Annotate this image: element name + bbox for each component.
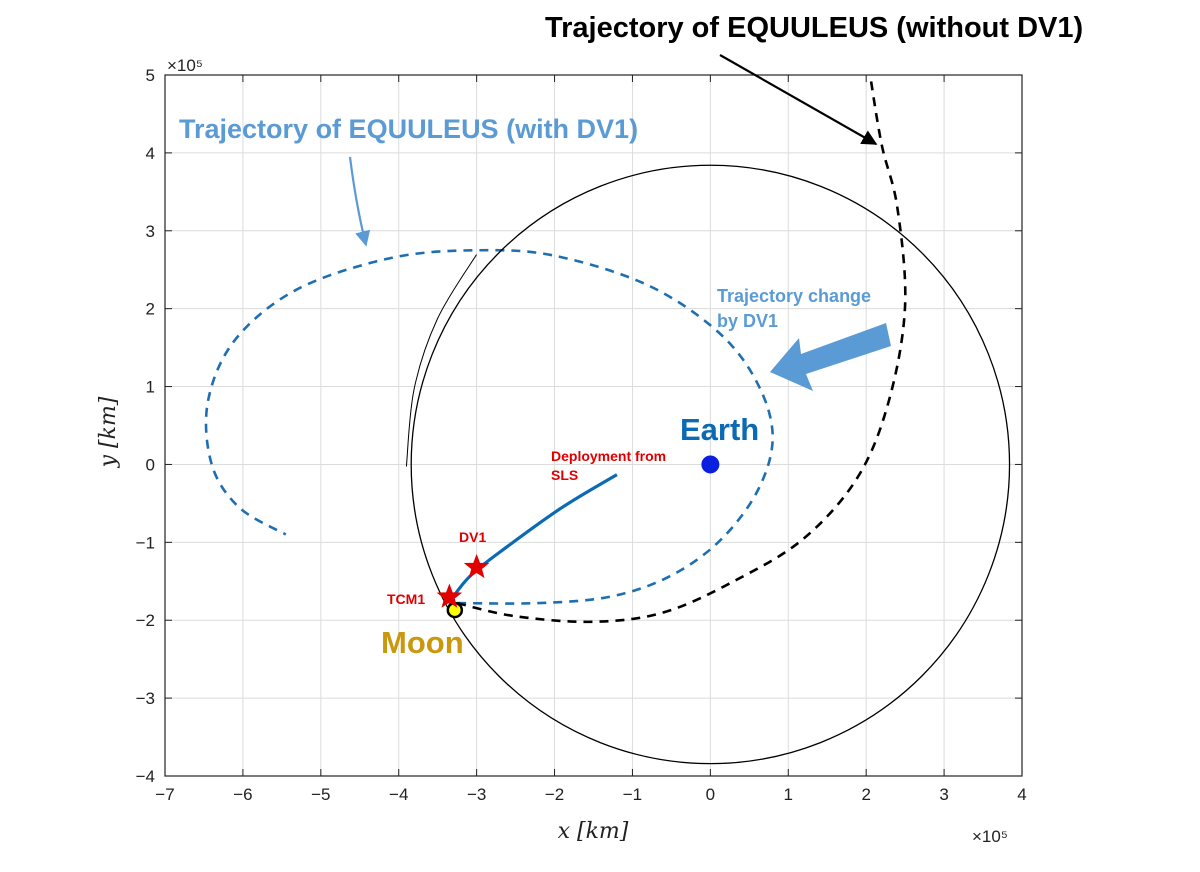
- x-tick-label: 1: [784, 785, 793, 804]
- annotation-change-line1: Trajectory change: [717, 286, 871, 306]
- y-axis-label: y [km]: [96, 396, 121, 468]
- lunar-flyby-arc: [405, 254, 477, 467]
- x-tick-label: −7: [155, 785, 174, 804]
- y-exponent-label: ×10⁵: [167, 56, 203, 75]
- x-tick-label: 2: [861, 785, 870, 804]
- x-tick-label: 0: [706, 785, 715, 804]
- axis-ticks: −7 −6 −5 −4 −3 −2 −1 0 1 2 3 4 −4 −3 −2 −1 0 1 2 3 4 5: [136, 66, 1027, 804]
- x-exponent-label: ×10⁵: [972, 827, 1008, 846]
- series-layer: [204, 75, 1011, 765]
- moon-orbit-circle: [410, 164, 1011, 765]
- x-tick-label: −5: [311, 785, 330, 804]
- annotation-without-dv1: Trajectory of EQUULEUS (without DV1): [545, 12, 1083, 44]
- y-tick-label: −2: [136, 611, 155, 630]
- x-tick-label: 4: [1017, 785, 1026, 804]
- point-markers: [436, 455, 720, 619]
- x-tick-label: −4: [389, 785, 408, 804]
- y-tick-label: 0: [146, 455, 155, 474]
- arrow-with-dv1: [348, 156, 371, 247]
- label-earth: Earth: [680, 412, 759, 447]
- label-tcm1: TCM1: [387, 591, 425, 607]
- arrow-without-dv1: [719, 54, 878, 145]
- annotation-with-dv1: Trajectory of EQUULEUS (with DV1): [179, 114, 638, 144]
- x-tick-label: 3: [939, 785, 948, 804]
- x-tick-label: −3: [467, 785, 486, 804]
- big-arrow-change: [770, 323, 891, 391]
- label-dv1: DV1: [459, 529, 486, 545]
- y-tick-label: −3: [136, 689, 155, 708]
- annotation-deploy-line2: SLS: [551, 467, 578, 483]
- y-tick-label: 1: [146, 378, 155, 397]
- label-moon: Moon: [381, 625, 464, 660]
- y-tick-label: −1: [136, 533, 155, 552]
- series-trajectory-of-equuleus-without-dv1: [456, 75, 907, 624]
- annotation-deploy-line1: Deployment from: [551, 448, 666, 464]
- earth-marker: [701, 455, 720, 474]
- x-axis-label: x [km]: [558, 819, 629, 844]
- y-tick-label: 2: [146, 300, 155, 319]
- x-tick-label: −2: [545, 785, 564, 804]
- y-tick-label: 5: [146, 66, 155, 85]
- series-trajectory-of-equuleus-with-dv1: [204, 248, 775, 605]
- y-tick-label: −4: [136, 767, 155, 786]
- x-tick-label: −6: [233, 785, 252, 804]
- tcm1-star-marker: [436, 583, 463, 608]
- plot-frame: [164, 74, 1023, 777]
- y-tick-label: 3: [146, 222, 155, 241]
- dv1-star-marker: [463, 553, 490, 579]
- y-tick-label: 4: [146, 144, 155, 163]
- grid-lines: [165, 75, 1022, 776]
- annotation-change-line2: by DV1: [717, 311, 778, 331]
- x-tick-label: −1: [623, 785, 642, 804]
